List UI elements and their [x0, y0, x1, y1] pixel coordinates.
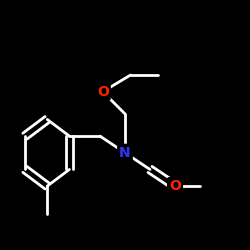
- Text: O: O: [97, 85, 109, 99]
- Text: N: N: [119, 146, 131, 160]
- Text: O: O: [169, 179, 181, 193]
